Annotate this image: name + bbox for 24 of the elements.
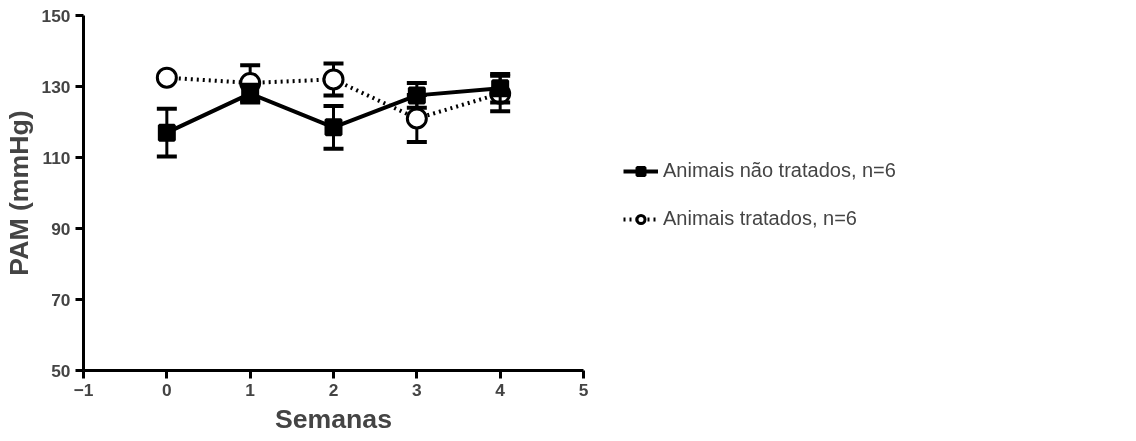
legend-label: Animais não tratados, n=6 [663,159,896,182]
point [157,123,176,142]
y-tick-label: 130 [41,76,71,97]
x-tick-label: 0 [162,379,172,400]
y-tick-label: 90 [51,218,71,239]
legend-label: Animais tratados, n=6 [663,207,857,230]
x-tick-label: 2 [328,379,339,400]
y-tick-label: 50 [51,360,71,381]
x-tick-label: 1 [245,379,256,400]
point [324,118,343,137]
y-tick-label: 150 [41,5,71,26]
x-tick-label: 4 [495,379,506,400]
point [405,107,428,130]
y-tick-label: 70 [51,289,71,310]
point [322,68,345,91]
x-tick-label: 5 [578,379,589,400]
x-tick-label: −1 [73,379,94,400]
point [407,86,426,105]
point [155,66,178,89]
x-tick-label: 3 [412,379,423,400]
point [491,79,510,98]
x-axis-title: Semanas [274,403,393,434]
y-axis-title: PAM (mmHg) [3,110,34,276]
y-tick-label: 110 [42,147,71,168]
